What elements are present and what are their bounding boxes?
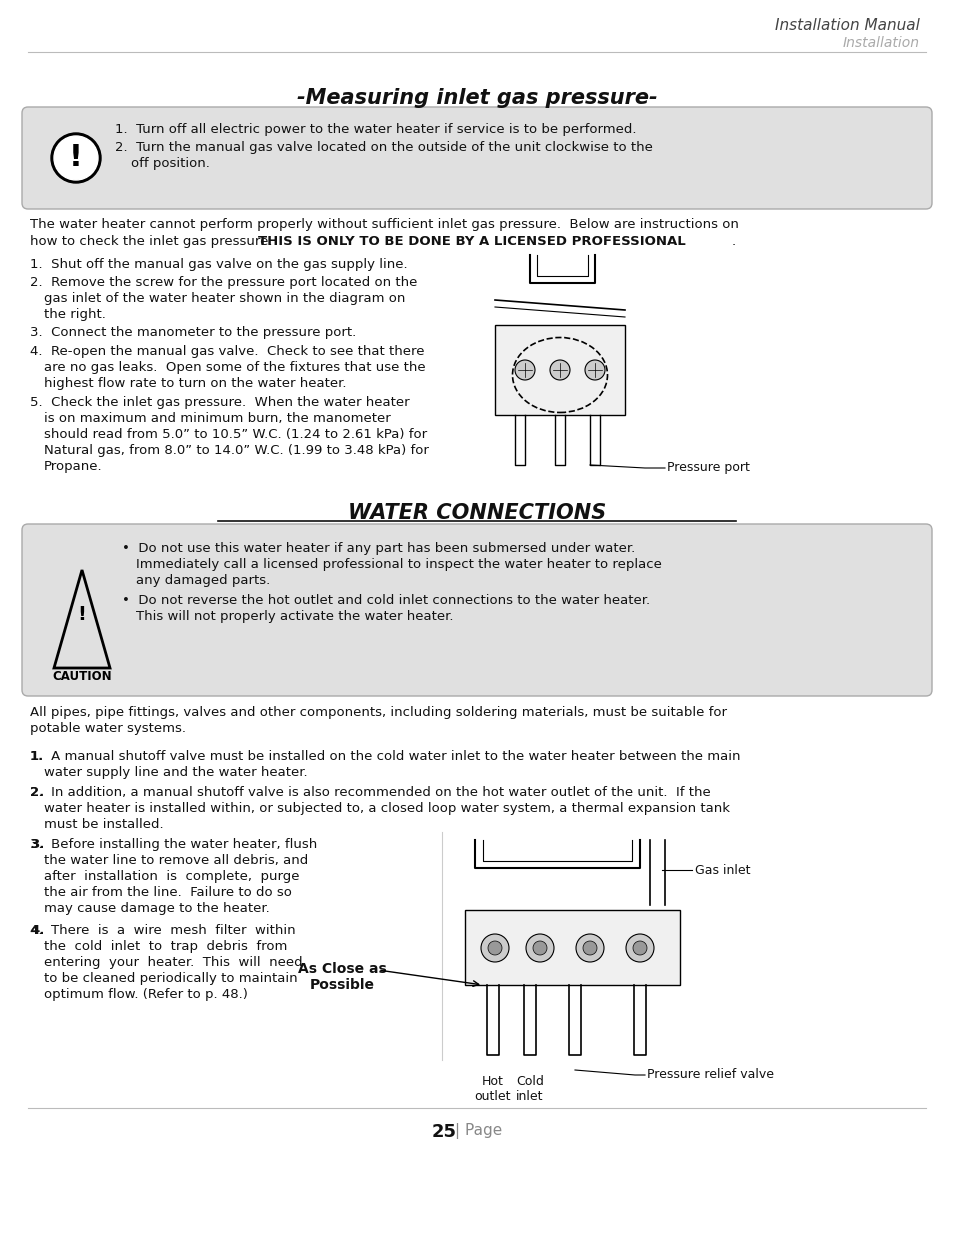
Text: Pressure port: Pressure port bbox=[666, 462, 749, 474]
Circle shape bbox=[584, 359, 604, 380]
Text: 5.  Check the inlet gas pressure.  When the water heater: 5. Check the inlet gas pressure. When th… bbox=[30, 396, 409, 409]
Text: 4.: 4. bbox=[30, 924, 45, 937]
Text: the air from the line.  Failure to do so: the air from the line. Failure to do so bbox=[44, 885, 292, 899]
Circle shape bbox=[480, 934, 509, 962]
Text: .: . bbox=[731, 235, 736, 248]
Text: must be installed.: must be installed. bbox=[44, 818, 164, 831]
Text: the water line to remove all debris, and: the water line to remove all debris, and bbox=[44, 853, 308, 867]
Text: 2.  In addition, a manual shutoff valve is also recommended on the hot water out: 2. In addition, a manual shutoff valve i… bbox=[30, 785, 710, 799]
Text: after  installation  is  complete,  purge: after installation is complete, purge bbox=[44, 869, 299, 883]
Text: may cause damage to the heater.: may cause damage to the heater. bbox=[44, 902, 270, 915]
Text: 1.  A manual shutoff valve must be installed on the cold water inlet to the wate: 1. A manual shutoff valve must be instal… bbox=[30, 750, 740, 763]
Text: 4.  Re-open the manual gas valve.  Check to see that there: 4. Re-open the manual gas valve. Check t… bbox=[30, 345, 424, 358]
Text: water heater is installed within, or subjected to, a closed loop water system, a: water heater is installed within, or sub… bbox=[44, 802, 729, 815]
Circle shape bbox=[488, 941, 501, 955]
Text: highest flow rate to turn on the water heater.: highest flow rate to turn on the water h… bbox=[44, 377, 346, 390]
Text: The water heater cannot perform properly without sufficient inlet gas pressure. : The water heater cannot perform properly… bbox=[30, 219, 739, 231]
Text: should read from 5.0” to 10.5” W.C. (1.24 to 2.61 kPa) for: should read from 5.0” to 10.5” W.C. (1.2… bbox=[44, 429, 427, 441]
Circle shape bbox=[515, 359, 535, 380]
Text: | Page: | Page bbox=[455, 1123, 501, 1139]
Text: Hot
outlet: Hot outlet bbox=[475, 1074, 511, 1103]
Text: how to check the inlet gas pressure.: how to check the inlet gas pressure. bbox=[30, 235, 281, 248]
Text: potable water systems.: potable water systems. bbox=[30, 722, 186, 735]
Text: •  Do not use this water heater if any part has been submersed under water.: • Do not use this water heater if any pa… bbox=[122, 542, 635, 555]
Circle shape bbox=[54, 136, 98, 180]
Text: 2.  Remove the screw for the pressure port located on the: 2. Remove the screw for the pressure por… bbox=[30, 275, 417, 289]
Text: 25: 25 bbox=[432, 1123, 456, 1141]
Text: 3.: 3. bbox=[30, 839, 45, 851]
Text: the right.: the right. bbox=[44, 308, 106, 321]
Circle shape bbox=[582, 941, 597, 955]
Text: Pressure relief valve: Pressure relief valve bbox=[646, 1068, 773, 1082]
Text: gas inlet of the water heater shown in the diagram on: gas inlet of the water heater shown in t… bbox=[44, 291, 405, 305]
Text: entering  your  heater.  This  will  need: entering your heater. This will need bbox=[44, 956, 302, 969]
Text: This will not properly activate the water heater.: This will not properly activate the wate… bbox=[136, 610, 453, 622]
Text: Installation Manual: Installation Manual bbox=[774, 19, 919, 33]
Text: CAUTION: CAUTION bbox=[52, 671, 112, 683]
Text: Installation: Installation bbox=[842, 36, 919, 49]
Text: 1.  Shut off the manual gas valve on the gas supply line.: 1. Shut off the manual gas valve on the … bbox=[30, 258, 407, 270]
Circle shape bbox=[525, 934, 554, 962]
FancyBboxPatch shape bbox=[22, 524, 931, 697]
Text: to be cleaned periodically to maintain: to be cleaned periodically to maintain bbox=[44, 972, 297, 986]
Text: any damaged parts.: any damaged parts. bbox=[136, 574, 270, 587]
Text: is on maximum and minimum burn, the manometer: is on maximum and minimum burn, the mano… bbox=[44, 412, 391, 425]
Text: •  Do not reverse the hot outlet and cold inlet connections to the water heater.: • Do not reverse the hot outlet and cold… bbox=[122, 594, 649, 606]
Text: All pipes, pipe fittings, valves and other components, including soldering mater: All pipes, pipe fittings, valves and oth… bbox=[30, 706, 726, 719]
Text: 1.: 1. bbox=[30, 750, 44, 763]
Circle shape bbox=[576, 934, 603, 962]
Circle shape bbox=[51, 133, 101, 183]
Text: WATER CONNECTIONS: WATER CONNECTIONS bbox=[348, 503, 605, 522]
Circle shape bbox=[533, 941, 546, 955]
Text: are no gas leaks.  Open some of the fixtures that use the: are no gas leaks. Open some of the fixtu… bbox=[44, 361, 425, 374]
Text: !: ! bbox=[77, 605, 87, 625]
Text: 3.  Before installing the water heater, flush: 3. Before installing the water heater, f… bbox=[30, 839, 317, 851]
Text: water supply line and the water heater.: water supply line and the water heater. bbox=[44, 766, 307, 779]
Bar bbox=[495, 325, 624, 415]
Circle shape bbox=[625, 934, 654, 962]
Text: Propane.: Propane. bbox=[44, 459, 103, 473]
Text: 3.  Connect the manometer to the pressure port.: 3. Connect the manometer to the pressure… bbox=[30, 326, 355, 338]
FancyBboxPatch shape bbox=[22, 107, 931, 209]
Text: 2.: 2. bbox=[30, 785, 44, 799]
Text: optimum flow. (Refer to p. 48.): optimum flow. (Refer to p. 48.) bbox=[44, 988, 248, 1002]
Circle shape bbox=[633, 941, 646, 955]
Text: Natural gas, from 8.0” to 14.0” W.C. (1.99 to 3.48 kPa) for: Natural gas, from 8.0” to 14.0” W.C. (1.… bbox=[44, 445, 429, 457]
Bar bbox=[464, 910, 679, 986]
Text: Gas inlet: Gas inlet bbox=[695, 863, 750, 877]
Text: the  cold  inlet  to  trap  debris  from: the cold inlet to trap debris from bbox=[44, 940, 287, 953]
Text: Immediately call a licensed professional to inspect the water heater to replace: Immediately call a licensed professional… bbox=[136, 558, 661, 571]
Text: -Measuring inlet gas pressure-: -Measuring inlet gas pressure- bbox=[296, 88, 657, 107]
Circle shape bbox=[550, 359, 569, 380]
Text: 2.  Turn the manual gas valve located on the outside of the unit clockwise to th: 2. Turn the manual gas valve located on … bbox=[115, 141, 652, 154]
Text: THIS IS ONLY TO BE DONE BY A LICENSED PROFESSIONAL: THIS IS ONLY TO BE DONE BY A LICENSED PR… bbox=[257, 235, 685, 248]
Text: !: ! bbox=[69, 142, 83, 172]
Text: 4.  There  is  a  wire  mesh  filter  within: 4. There is a wire mesh filter within bbox=[30, 924, 295, 937]
Text: 1.  Turn off all electric power to the water heater if service is to be performe: 1. Turn off all electric power to the wa… bbox=[115, 124, 636, 136]
Text: As Close as
Possible: As Close as Possible bbox=[297, 962, 386, 992]
Text: off position.: off position. bbox=[131, 157, 210, 170]
Text: Cold
inlet: Cold inlet bbox=[516, 1074, 543, 1103]
